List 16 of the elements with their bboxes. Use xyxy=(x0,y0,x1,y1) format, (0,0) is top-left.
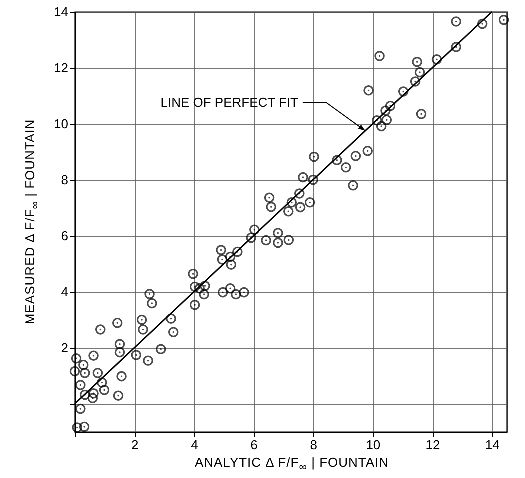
x-tick-label: 10 xyxy=(366,438,381,452)
y-tick-label: 14 xyxy=(54,4,68,20)
x-tick-label: 8 xyxy=(310,438,318,452)
y-tick-label: 8 xyxy=(61,172,68,188)
y-tick-label: 12 xyxy=(54,60,68,76)
x-tick-label: 6 xyxy=(250,438,258,452)
y-tick-label: 6 xyxy=(61,228,68,244)
x-tick-label: 2 xyxy=(131,438,139,452)
x-tick-label: 12 xyxy=(426,438,440,452)
x-tick-label: 14 xyxy=(485,438,500,452)
y-tick-label: 10 xyxy=(54,116,68,132)
x-axis-title: ANALYTIC Δ F/F$_{∞}$ | FOUNTAIN xyxy=(194,455,390,474)
annotation: LINE OF PERFECT FIT xyxy=(160,95,299,110)
x-tick-label: 4 xyxy=(191,438,198,452)
y-tick-label: 4 xyxy=(61,284,68,300)
y-tick-label: 2 xyxy=(61,340,68,356)
